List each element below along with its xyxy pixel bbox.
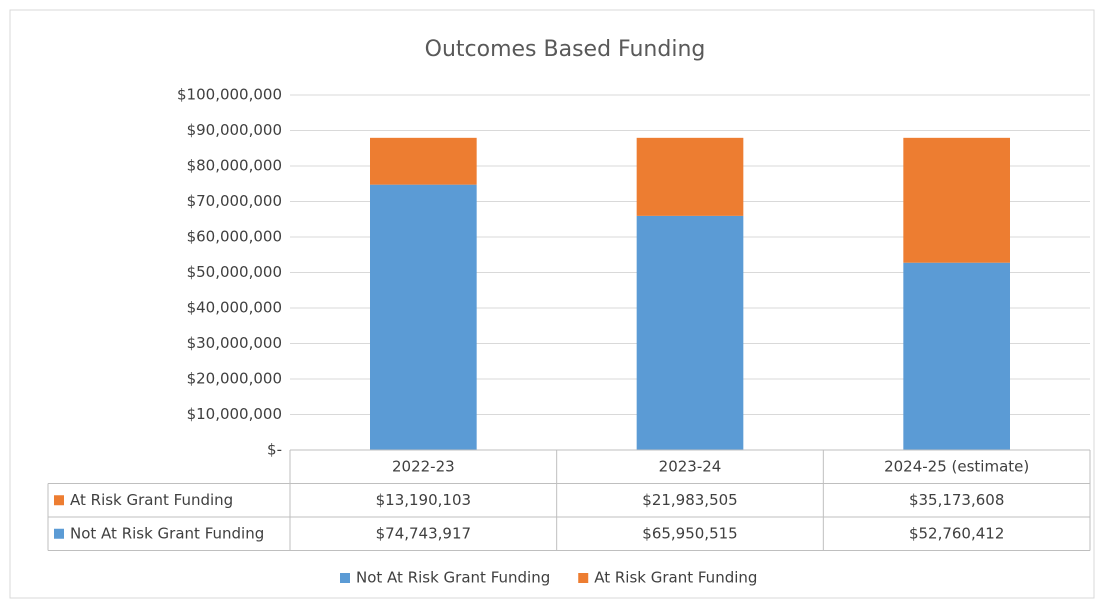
legend-label: At Risk Grant Funding (594, 569, 757, 587)
x-tick-label: 2022-23 (392, 457, 455, 475)
y-tick-label: $70,000,000 (187, 192, 282, 210)
y-tick-label: $90,000,000 (187, 121, 282, 139)
x-tick-label: 2024-25 (estimate) (884, 457, 1029, 475)
data-label: $65,950,515 (642, 524, 737, 542)
y-tick-label: $30,000,000 (187, 334, 282, 352)
y-tick-label: $20,000,000 (187, 370, 282, 388)
y-tick-label: $50,000,000 (187, 263, 282, 281)
bar-segment (903, 137, 1010, 263)
y-tick-label: $60,000,000 (187, 228, 282, 246)
legend-key (578, 573, 589, 583)
y-tick-label: $10,000,000 (187, 405, 282, 423)
data-label: $13,190,103 (376, 491, 471, 509)
y-tick-label: $40,000,000 (187, 299, 282, 317)
bar-segment (636, 137, 744, 216)
y-tick-label: $100,000,000 (177, 86, 282, 104)
legend-key (340, 573, 350, 583)
table-row-label: At Risk Grant Funding (70, 491, 233, 509)
data-label: $35,173,608 (909, 491, 1004, 509)
table-legend-key (54, 528, 64, 539)
legend-label: Not At Risk Grant Funding (356, 569, 550, 587)
table-row-label: Not At Risk Grant Funding (70, 524, 264, 542)
data-label: $21,983,505 (642, 491, 737, 509)
bar-segment (903, 262, 1010, 450)
data-label: $74,743,917 (376, 524, 471, 542)
data-label: $52,760,412 (909, 524, 1004, 542)
bar-segment (370, 184, 477, 450)
y-tick-label: $- (267, 441, 282, 459)
y-tick-label: $80,000,000 (187, 157, 282, 175)
x-tick-label: 2023-24 (659, 457, 722, 475)
bar-segment (636, 215, 744, 450)
chart-title: Outcomes Based Funding (425, 37, 706, 62)
bar-segment (370, 137, 477, 185)
table-legend-key (54, 495, 64, 506)
